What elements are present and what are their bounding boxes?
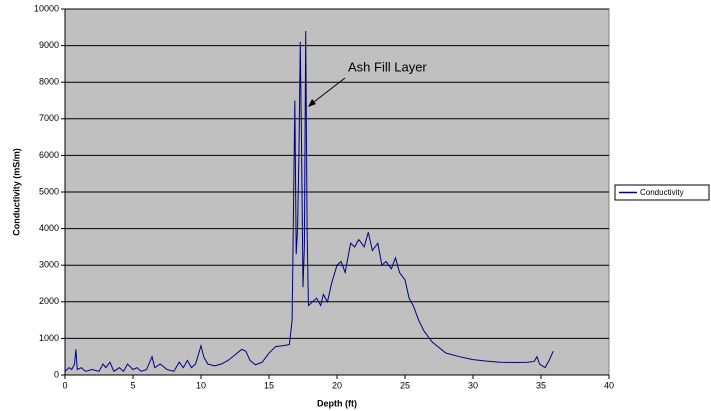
- y-tick-label: 7000: [39, 113, 59, 123]
- x-tick-label: 20: [332, 380, 342, 390]
- y-tick-label: 5000: [39, 186, 59, 196]
- y-tick-label: 10000: [34, 3, 59, 13]
- data-line: [64, 30, 554, 373]
- y-tick-label: 6000: [39, 150, 59, 160]
- annotation-arrowhead: [308, 99, 316, 107]
- x-tick-label: 15: [264, 380, 274, 390]
- y-tick-label: 1000: [39, 333, 59, 343]
- y-tick-label: 3000: [39, 260, 59, 270]
- x-tick-label: 30: [468, 380, 478, 390]
- x-tick-label: 35: [536, 380, 546, 390]
- y-tick-label: 4000: [39, 223, 59, 233]
- x-axis-label: Depth (ft): [317, 398, 357, 408]
- legend-label: Conductivity: [640, 188, 684, 197]
- y-tick-label: 0: [54, 369, 59, 379]
- x-tick-label: 40: [604, 380, 614, 390]
- y-axis-label: Conductivity (mS/m): [11, 148, 21, 236]
- annotation: Ash Fill Layer: [348, 59, 427, 74]
- y-tick-label: 9000: [39, 40, 59, 50]
- annotation-arrow: [309, 77, 346, 106]
- legend-box: [614, 184, 710, 201]
- x-tick-label: 5: [130, 380, 135, 390]
- x-tick-label: 10: [196, 380, 206, 390]
- y-tick-label: 2000: [39, 296, 59, 306]
- y-tick-label: 8000: [39, 77, 59, 87]
- x-tick-label: 25: [400, 380, 410, 390]
- x-tick-label: 0: [62, 380, 67, 390]
